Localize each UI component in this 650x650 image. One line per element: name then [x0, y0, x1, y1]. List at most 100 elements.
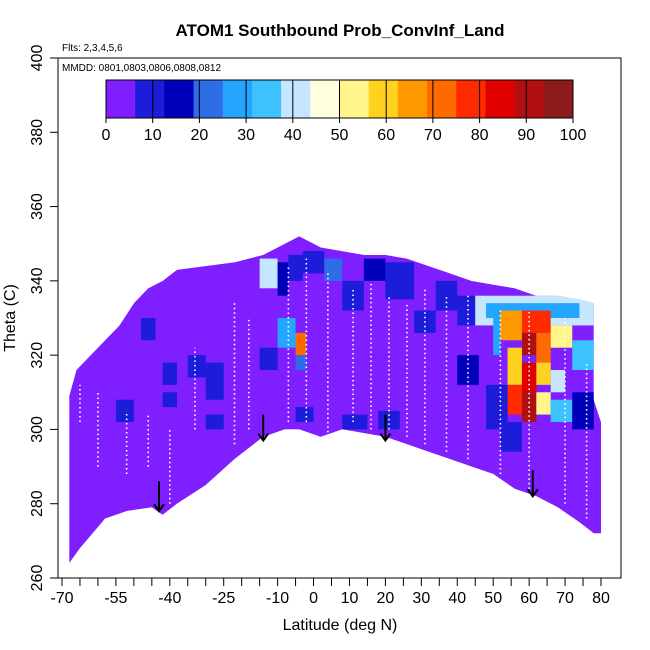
x-tick-label: 20 — [377, 590, 395, 607]
arrow-head — [379, 432, 392, 443]
field-patch — [572, 340, 594, 370]
field-patch — [500, 422, 522, 452]
field-patch — [435, 280, 458, 311]
x-axis: -70 -55 -40 -25 -10 0 10 20 30 40 50 60 70 80 — [50, 577, 610, 607]
flight-tracks — [79, 258, 588, 519]
colorbar-segment — [456, 80, 486, 118]
field-patch — [324, 258, 343, 281]
x-tick-label: 60 — [520, 590, 538, 607]
arrow-marker — [257, 414, 270, 443]
field-patch — [507, 384, 522, 415]
x-tick-label: 10 — [341, 590, 359, 607]
field-patch — [187, 355, 206, 378]
field-patch — [457, 355, 479, 385]
colorbar-segment — [368, 80, 399, 118]
field-patch — [550, 370, 566, 393]
y-tick-label: 360 — [29, 193, 46, 220]
colorbar-segment — [485, 80, 516, 118]
x-tick-label: 30 — [412, 590, 430, 607]
y-tick-label: 340 — [29, 267, 46, 294]
y-tick-label: 300 — [29, 416, 46, 443]
colorbar-tick-label: 50 — [331, 127, 349, 144]
x-tick-label: 40 — [448, 590, 466, 607]
colorbar-tick-label: 20 — [191, 127, 209, 144]
field-patch — [162, 392, 177, 408]
y-axis-label: Theta (C) — [2, 284, 19, 352]
field-patch — [572, 392, 594, 430]
x-tick-label: -40 — [158, 590, 181, 607]
x-tick-label: -55 — [104, 590, 127, 607]
x-axis-label: Latitude (deg N) — [283, 617, 398, 634]
arrow-marker — [153, 481, 165, 513]
field-patch — [205, 362, 224, 400]
field-patch — [277, 318, 296, 348]
chart-title: ATOM1 Southbound Prob_ConvInf_Land — [176, 21, 505, 40]
field-patch — [259, 347, 278, 370]
x-tick-label: 0 — [309, 590, 318, 607]
x-tick-label: -10 — [266, 590, 289, 607]
x-tick-label: -25 — [212, 590, 235, 607]
arrow-marker — [379, 414, 392, 443]
arrow-head — [257, 432, 270, 443]
y-tick-label: 380 — [29, 119, 46, 146]
field-patch — [536, 332, 551, 363]
y-tick-label: 280 — [29, 490, 46, 517]
colorbar-segment — [135, 80, 165, 118]
colorbar-tick-label: 90 — [517, 127, 535, 144]
arrow-marker — [526, 470, 539, 499]
arrow-head — [153, 503, 165, 513]
field-patch — [295, 407, 314, 422]
field-patch — [550, 399, 573, 422]
colorbar-segment — [514, 80, 545, 118]
colorbar-segment — [251, 80, 282, 118]
colorbar-tick-label: 100 — [560, 127, 587, 144]
field-patch — [295, 355, 307, 370]
field-patch — [493, 318, 501, 356]
x-tick-label: 80 — [592, 590, 610, 607]
colorbar-segment — [427, 80, 457, 118]
colorbar-segment — [281, 80, 311, 118]
colorbar-tick-label: 80 — [471, 127, 489, 144]
field-patch — [486, 384, 508, 430]
profile-arrows — [153, 414, 539, 513]
colorbar-segment — [310, 80, 340, 118]
field-patch — [385, 262, 415, 300]
colorbar-segment — [543, 80, 574, 118]
dates-annotation: MMDD: 0801,0803,0806,0808,0812 — [62, 63, 221, 74]
field-patch — [141, 318, 156, 341]
colorbar-tick-label: 60 — [377, 127, 395, 144]
field-patch — [536, 362, 551, 385]
colorbar-tick-label: 70 — [424, 127, 442, 144]
colorbar-segment — [164, 80, 195, 118]
colorbar-tick-label: 40 — [284, 127, 302, 144]
y-tick-label: 400 — [29, 45, 46, 72]
field-patch — [550, 325, 573, 348]
colorbar-tick-label: 30 — [237, 127, 255, 144]
x-tick-label: 50 — [484, 590, 502, 607]
convection-field — [69, 236, 601, 564]
y-tick-label: 260 — [29, 565, 46, 592]
field-patch — [295, 332, 307, 356]
field-patch — [288, 254, 303, 281]
arrow-head — [526, 488, 539, 499]
colorbar-segment — [193, 80, 224, 118]
x-tick-label: 70 — [556, 590, 574, 607]
field-patch — [342, 414, 368, 430]
field-patch — [507, 347, 522, 385]
flights-annotation: Flts: 2,3,4,5,6 — [62, 43, 123, 54]
field-patch — [521, 310, 551, 333]
field-patch — [536, 392, 551, 415]
x-tick-label: -70 — [50, 590, 73, 607]
colorbar-segment — [339, 80, 370, 118]
colorbar-tick-label: 10 — [144, 127, 162, 144]
colorbar-segment — [106, 80, 136, 118]
field-patch — [259, 258, 278, 289]
field-patch — [363, 258, 386, 281]
colorbar-segment — [397, 80, 428, 118]
field-patch — [521, 362, 537, 393]
field-patch — [162, 362, 177, 385]
field-patch — [277, 262, 289, 296]
field-patch — [205, 414, 224, 430]
field-patch — [500, 310, 522, 341]
